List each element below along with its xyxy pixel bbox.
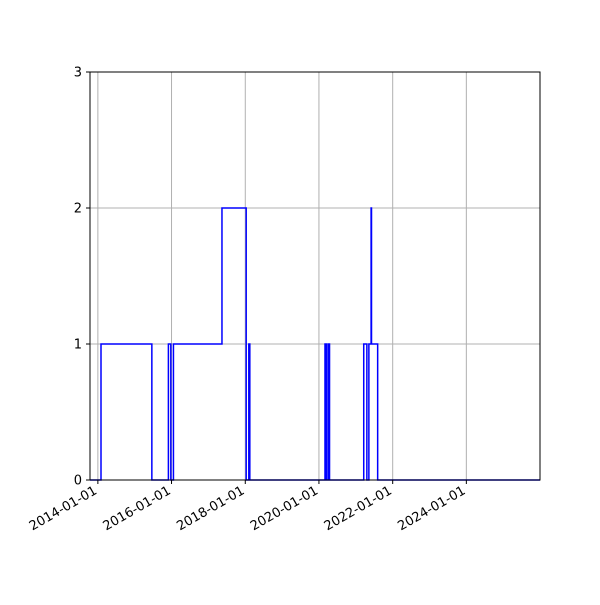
- x-tick-label: 2014-01-01: [27, 483, 100, 534]
- x-tick-label: 2020-01-01: [248, 483, 321, 534]
- x-tick-label: 2016-01-01: [101, 483, 174, 534]
- axes: 2014-01-01 2016-01-01 2018-01-01 2020-01-01…: [27, 66, 468, 535]
- x-tick-label: 2024-01-01: [395, 483, 468, 534]
- y-tick-label: 2: [74, 202, 82, 217]
- grid-lines: [90, 71, 540, 481]
- y-tick-label: 3: [74, 66, 82, 81]
- x-tick-label: 2022-01-01: [322, 483, 395, 534]
- series-line: [90, 207, 540, 481]
- x-tick-label: 2018-01-01: [174, 483, 247, 534]
- series-layer: [90, 207, 540, 481]
- plot-frame: [89, 71, 541, 481]
- y-tick-label: 1: [74, 338, 82, 353]
- y-tick-label: 0: [74, 474, 82, 489]
